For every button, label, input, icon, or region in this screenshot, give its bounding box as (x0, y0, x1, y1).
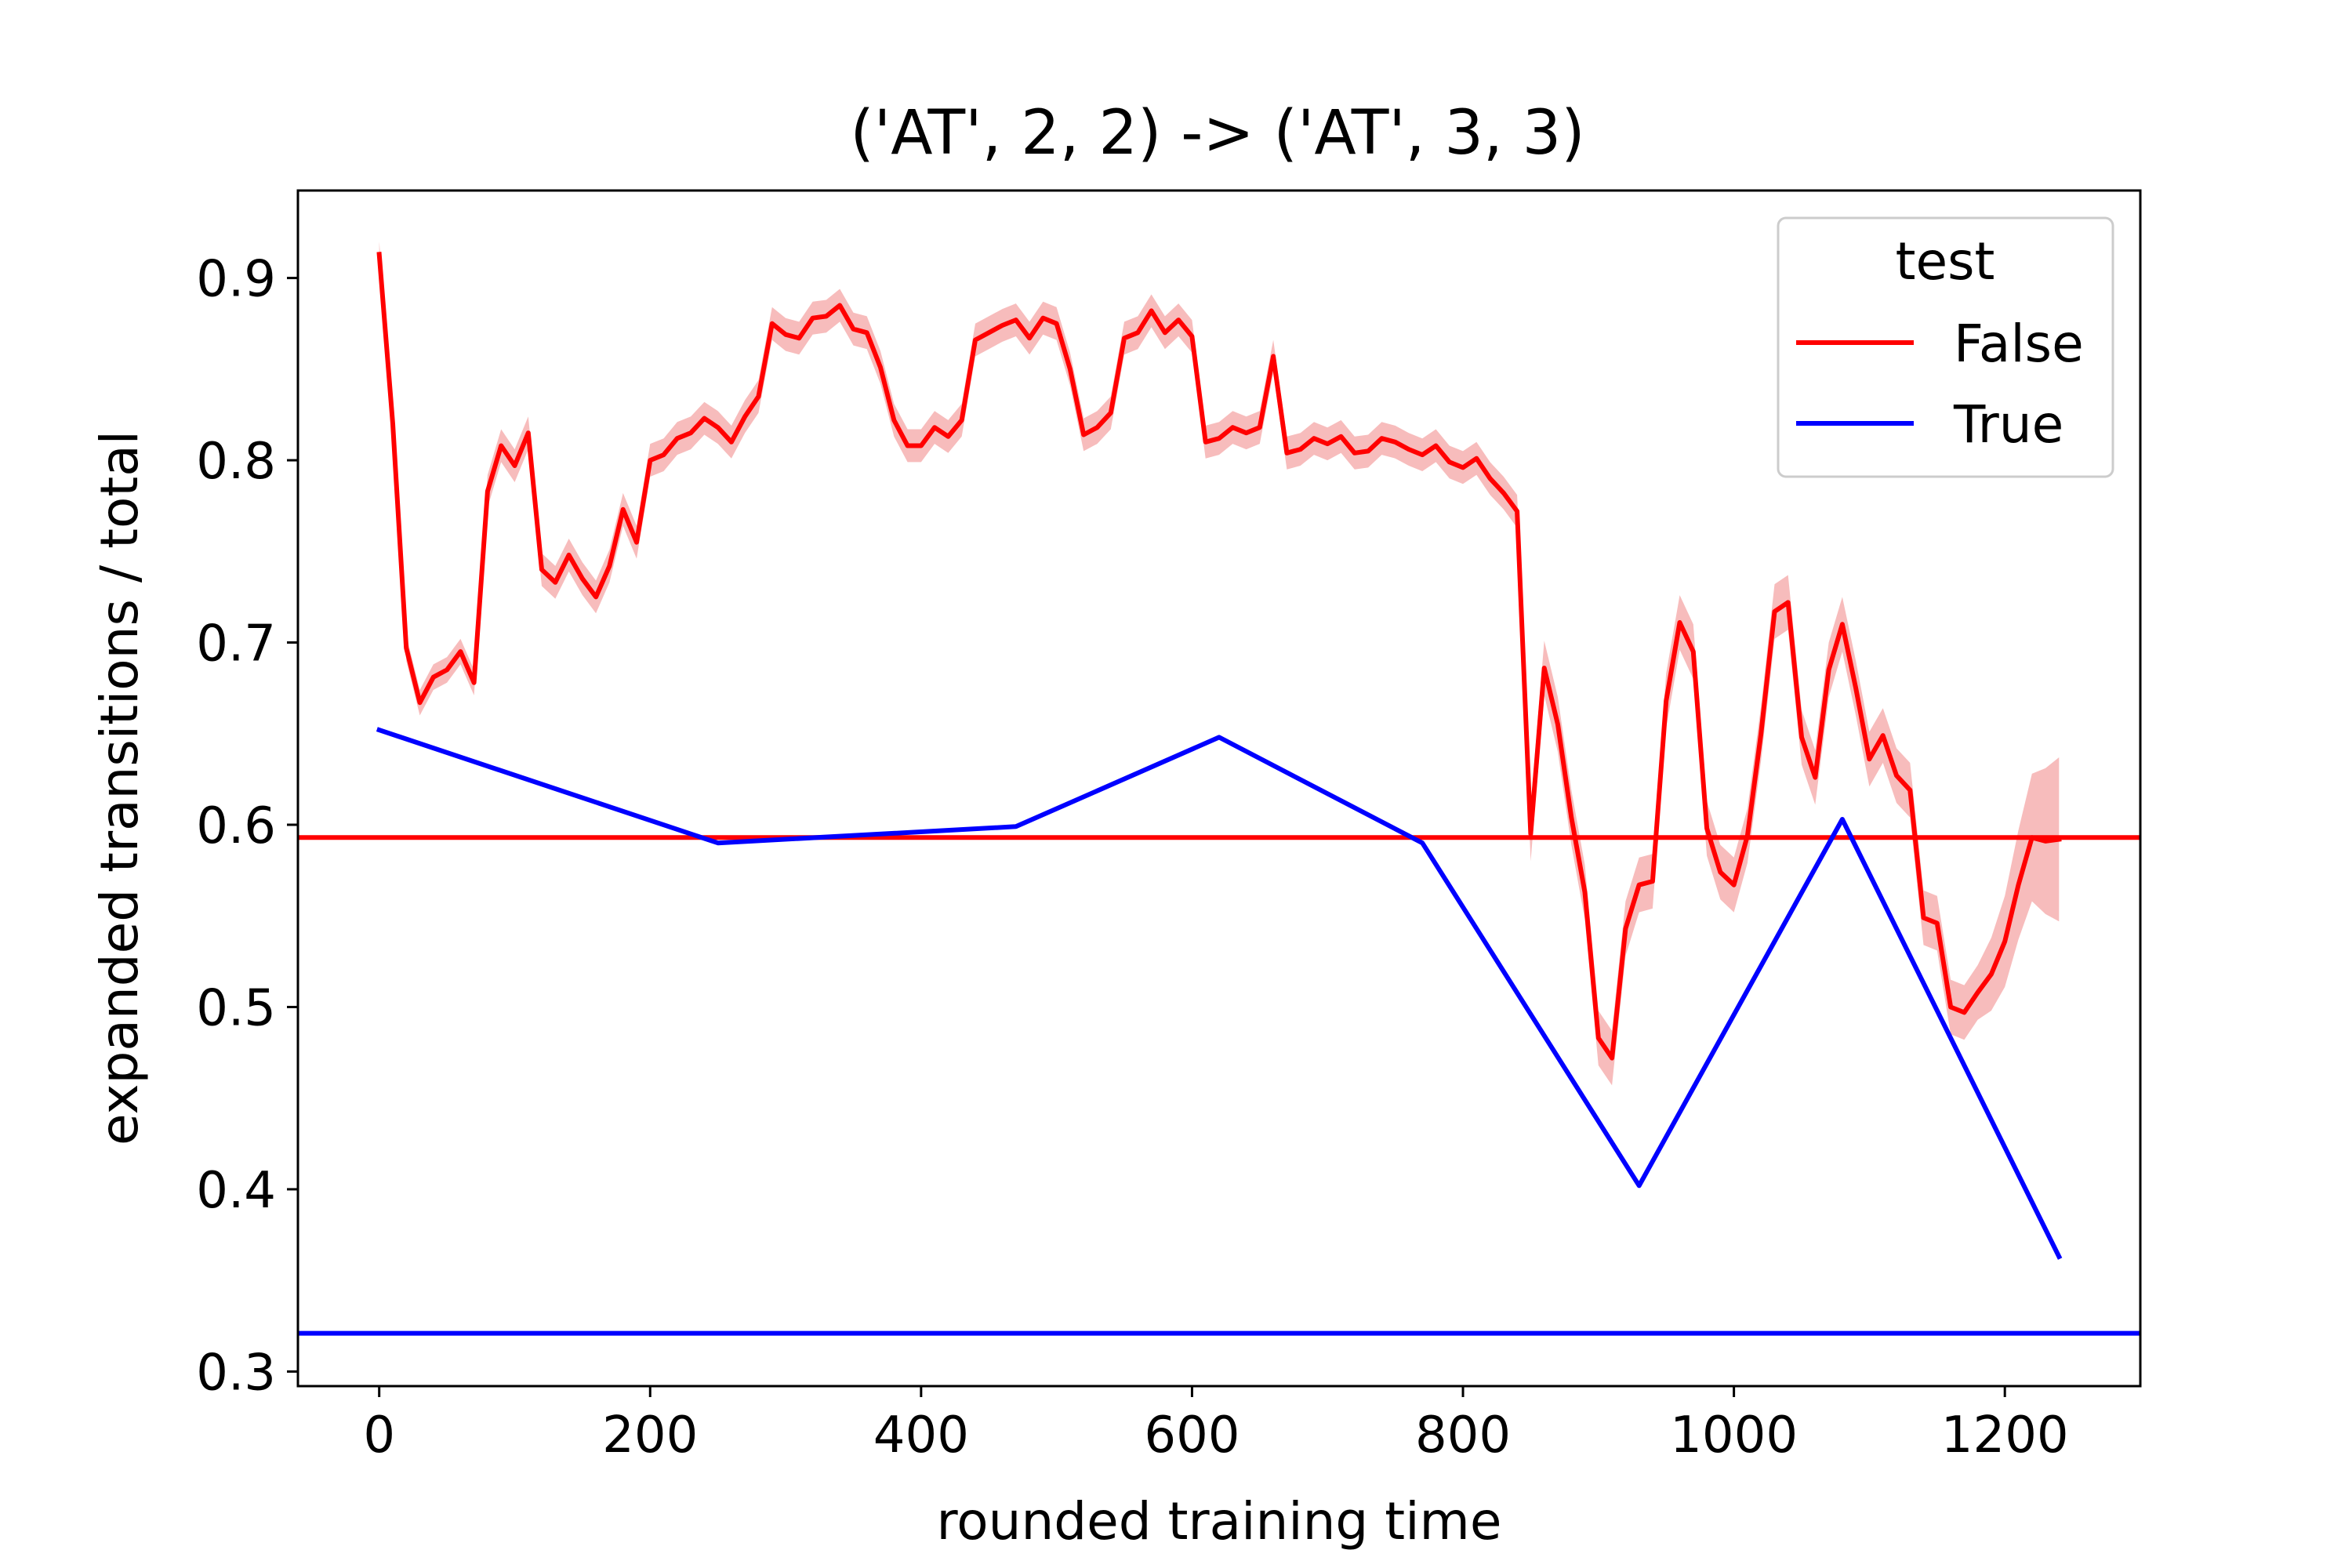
legend-label-false: False (1954, 314, 2084, 374)
plot-frame (296, 189, 2142, 1388)
x-axis-label: rounded training time (937, 1491, 1502, 1552)
y-tick-label: 0.3 (196, 1344, 276, 1402)
y-axis: 0.3 0.4 0.5 0.6 0.7 0.8 0.9 (196, 251, 298, 1402)
x-axis: 0 200 400 600 800 1000 1200 (363, 1386, 2069, 1465)
x-tick-label: 0 (363, 1406, 395, 1465)
legend-title: test (1896, 231, 1995, 292)
legend: test False True (1777, 216, 2114, 478)
legend-frame (1777, 216, 2114, 478)
series-line-true (376, 727, 2063, 1260)
series-line-false (376, 252, 2062, 1061)
confidence-band-false (379, 241, 2060, 1086)
x-tick-label: 1000 (1670, 1406, 1798, 1465)
y-tick-label: 0.7 (196, 615, 276, 673)
y-axis-label: expanded transitions / total (89, 430, 150, 1145)
legend-label-true: True (1953, 394, 2063, 455)
y-tick-label: 0.5 (196, 979, 276, 1037)
x-tick-label: 200 (602, 1406, 698, 1465)
plot-area (379, 241, 2060, 1086)
series-lines (376, 252, 2063, 1260)
chart-title: ('AT', 2, 2) -> ('AT', 3, 3) (850, 98, 1584, 169)
x-tick-label: 400 (873, 1406, 969, 1465)
x-tick-label: 800 (1415, 1406, 1511, 1465)
y-tick-label: 0.8 (196, 433, 276, 491)
x-tick-label: 600 (1144, 1406, 1240, 1465)
y-tick-label: 0.4 (196, 1162, 276, 1220)
y-tick-label: 0.9 (196, 251, 276, 309)
y-tick-label: 0.6 (196, 797, 276, 855)
x-tick-label: 1200 (1941, 1406, 2069, 1465)
